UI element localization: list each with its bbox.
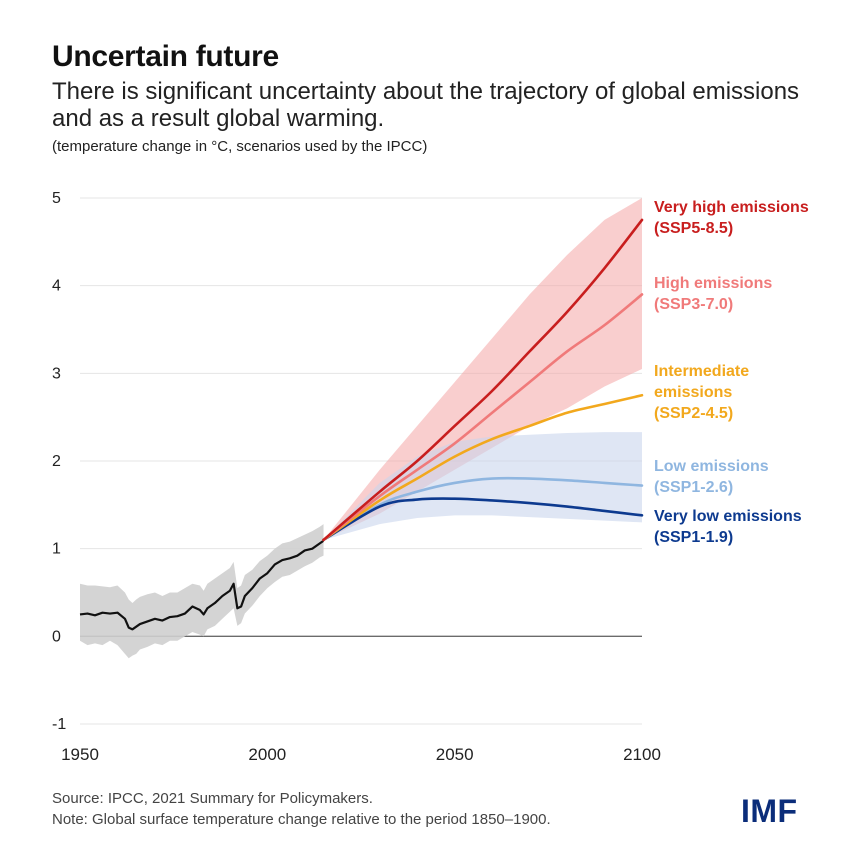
series-lines [79,218,644,631]
historical-line [79,539,325,631]
historical-range-band [80,524,324,659]
scenario-line-ssp3-7.0 [322,293,644,542]
y-tick-label: 3 [52,365,61,382]
y-tick-label: 1 [52,541,61,558]
y-tick-label: 5 [52,190,61,207]
units-note: (temperature change in °C, scenarios use… [52,138,428,155]
source-note: Source: IPCC, 2021 Summary for Policymak… [52,790,373,807]
x-tick-label: 2050 [436,745,474,764]
y-tick-label: -1 [52,716,66,733]
series-label: Low emissions (SSP1-2.6) [654,458,769,496]
imf-logo: IMF [741,793,798,829]
y-tick-label: 0 [52,628,61,645]
series-label: Very low emissions (SSP1-1.9) [654,508,802,546]
scenario-line-ssp5-8.5 [322,218,644,542]
x-tick-label: 1950 [61,745,99,764]
series-label: Intermediate emissions (SSP2-4.5) [654,363,749,422]
very-low-range-band [323,432,642,540]
very-high-range-band [323,198,642,540]
y-tick-label: 2 [52,453,61,470]
scenario-line-ssp1-1.9 [322,497,644,542]
series-labels: Very high emissions (SSP5-8.5) High emissi… [654,199,809,546]
axes: -1 0 1 2 3 4 5 1950 2000 2050 2100 [52,190,661,764]
chart-title: Uncertain future [52,40,279,73]
x-tick-label: 2100 [623,745,661,764]
series-label: Very high emissions (SSP5-8.5) [654,199,809,237]
footnote: Note: Global surface temperature change … [52,811,551,828]
scenario-line-ssp1-2.6 [322,476,644,542]
temperature-chart: -1 0 1 2 3 4 5 1950 2000 2050 2100 Very high emiss… [52,190,809,764]
uncertainty-bands [80,198,642,659]
series-label: High emissions (SSP3-7.0) [654,275,772,313]
x-tick-label: 2000 [248,745,286,764]
y-tick-label: 4 [52,278,61,295]
chart-subtitle: There is significant uncertainty about t… [52,78,800,132]
scenario-line-ssp2-4.5 [322,393,644,542]
